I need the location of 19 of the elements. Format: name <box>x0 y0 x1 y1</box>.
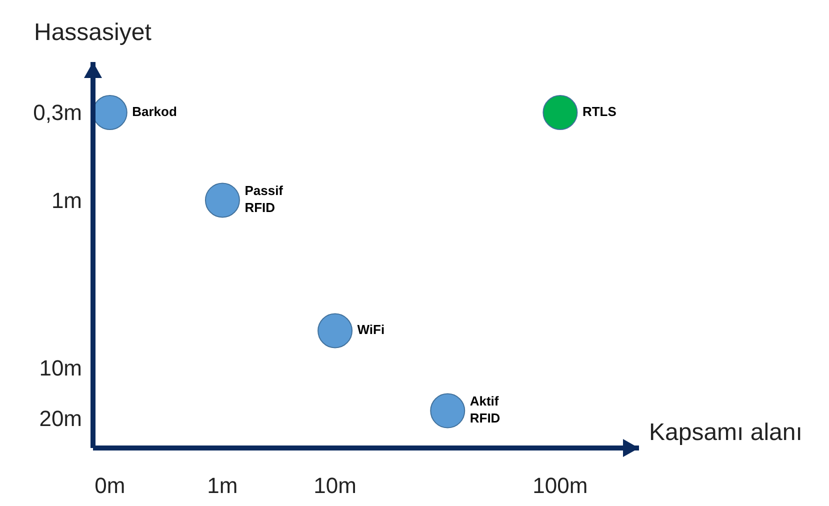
x-tick-label: 100m <box>532 473 588 498</box>
x-tick-label: 10m <box>314 473 356 498</box>
x-tick-label: 1m <box>207 473 238 498</box>
series-label: WiFi <box>357 322 385 337</box>
point <box>204 182 240 218</box>
x-tick-label: 0m <box>94 473 126 498</box>
series-label: RTLS <box>582 104 617 119</box>
point <box>542 95 578 130</box>
series-label: Aktif RFID <box>470 394 500 426</box>
point <box>430 393 466 428</box>
y-tick-label: 20m <box>39 406 82 432</box>
y-tick-label: 1m <box>51 188 82 213</box>
y-tick-label: 10m <box>39 356 82 381</box>
point <box>318 313 353 348</box>
y-axis-title: Hassasiyet <box>34 19 152 46</box>
series-label: Passif RFID <box>244 183 284 215</box>
y-tick-label: 0,3m <box>33 100 82 126</box>
series-label: Barkod <box>132 104 177 119</box>
x-axis-title: Kapsamı alanı <box>649 419 802 446</box>
